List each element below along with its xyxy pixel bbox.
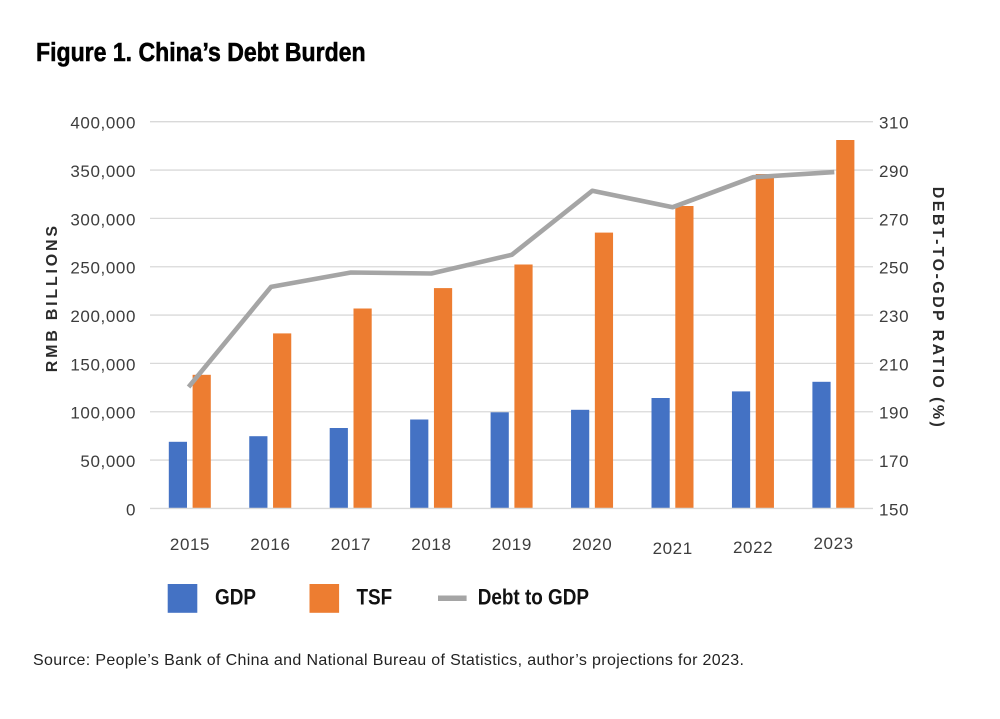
svg-text:GDP: GDP <box>215 585 256 610</box>
svg-text:2015: 2015 <box>170 535 210 554</box>
svg-text:50,000: 50,000 <box>80 452 136 471</box>
svg-text:250,000: 250,000 <box>70 259 136 278</box>
svg-text:RMB BILLIONS: RMB BILLIONS <box>44 223 61 372</box>
svg-text:250: 250 <box>879 259 909 278</box>
svg-text:150,000: 150,000 <box>70 355 136 374</box>
svg-text:170: 170 <box>879 452 909 471</box>
svg-text:Figure 1. China’s Debt Burden: Figure 1. China’s Debt Burden <box>36 39 366 68</box>
svg-text:2017: 2017 <box>331 535 371 554</box>
svg-text:150: 150 <box>879 500 909 519</box>
svg-text:2018: 2018 <box>411 535 451 554</box>
svg-text:230: 230 <box>879 307 909 326</box>
svg-text:0: 0 <box>126 500 136 519</box>
svg-text:190: 190 <box>879 404 909 423</box>
svg-text:Source: People’s Bank of China: Source: People’s Bank of China and Natio… <box>33 652 744 669</box>
svg-text:2016: 2016 <box>250 535 290 554</box>
svg-text:200,000: 200,000 <box>70 307 136 326</box>
svg-text:100,000: 100,000 <box>70 404 136 423</box>
svg-text:Debt to GDP: Debt to GDP <box>478 585 589 610</box>
svg-text:310: 310 <box>879 114 909 133</box>
svg-text:TSF: TSF <box>357 585 393 610</box>
svg-text:DEBT-TO-GDP RATIO (%): DEBT-TO-GDP RATIO (%) <box>929 187 946 429</box>
svg-text:2023: 2023 <box>813 534 853 553</box>
svg-text:400,000: 400,000 <box>70 114 136 133</box>
svg-text:350,000: 350,000 <box>70 162 136 181</box>
svg-text:300,000: 300,000 <box>70 210 136 229</box>
svg-text:270: 270 <box>879 210 909 229</box>
svg-text:290: 290 <box>879 162 909 181</box>
svg-text:2019: 2019 <box>492 535 532 554</box>
svg-text:2021: 2021 <box>653 539 693 558</box>
svg-text:210: 210 <box>879 355 909 374</box>
svg-text:2022: 2022 <box>733 538 773 557</box>
svg-text:2020: 2020 <box>572 535 612 554</box>
